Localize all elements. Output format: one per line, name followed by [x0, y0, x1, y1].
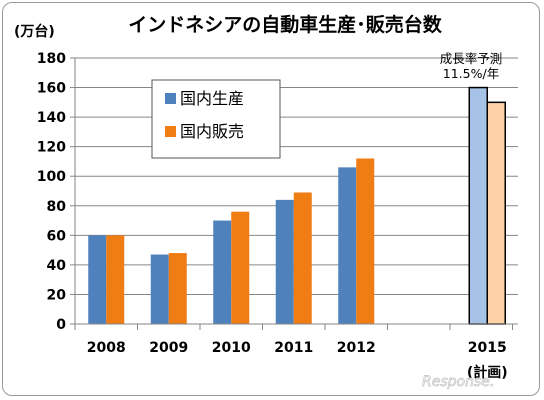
bar-production-2008	[88, 235, 107, 324]
watermark-logo: Response.	[422, 374, 494, 390]
chart-title: インドネシアの自動車生産･販売台数	[128, 13, 443, 36]
legend-label-production: 国内生産	[180, 89, 244, 108]
y-tick-label: 20	[47, 287, 67, 303]
y-axis-ticks: 0 20 40 60 80 100 120 140 160 180	[37, 51, 75, 333]
y-tick-label: 60	[47, 228, 67, 244]
y-tick-label: 0	[56, 317, 66, 333]
y-unit-label: (万台)	[14, 23, 55, 40]
x-axis-ticks: 2008 2009 2010 2011 2012 2015 (計画)	[74, 323, 518, 381]
bar-production-2012	[338, 167, 357, 324]
legend-swatch-production	[165, 93, 176, 104]
bars	[88, 86, 506, 325]
bar-production-2015	[468, 86, 488, 325]
x-tick-label-2011: 2011	[274, 340, 313, 356]
x-tick-label-2009: 2009	[149, 340, 188, 356]
x-tick-label-2010: 2010	[212, 340, 251, 356]
chart-frame	[2, 2, 540, 396]
y-tick-label: 80	[47, 199, 67, 215]
bar-production-2009	[150, 254, 169, 324]
bar-sales-2009	[168, 253, 187, 324]
bar-sales-2008	[106, 235, 125, 324]
y-tick-label: 160	[37, 81, 66, 97]
growth-forecast-title: 成長率予測	[440, 51, 503, 66]
y-tick-label: 140	[37, 110, 66, 126]
bar-sales-2010	[231, 211, 250, 324]
legend: 国内生産 国内販売	[151, 79, 281, 159]
bar-sales-2012	[356, 158, 375, 324]
bar-production-2011	[275, 199, 294, 324]
growth-forecast-rate: 11.5%/年	[443, 66, 499, 81]
y-tick-label: 120	[37, 140, 66, 156]
legend-label-sales: 国内販売	[180, 122, 244, 141]
y-tick-label: 100	[37, 169, 66, 185]
x-tick-sublabel-2015: (計画)	[467, 364, 508, 381]
growth-forecast-note: 成長率予測 11.5%/年	[440, 51, 503, 81]
bar-sales-2015	[486, 101, 506, 325]
x-tick-label-2012: 2012	[337, 340, 376, 356]
legend-swatch-sales	[165, 126, 176, 137]
bar-production-2010	[213, 220, 232, 324]
x-tick-label-2008: 2008	[87, 340, 126, 356]
y-tick-label: 40	[47, 258, 67, 274]
y-tick-label: 180	[37, 51, 66, 67]
x-tick-label-2015: 2015	[468, 340, 507, 356]
bar-sales-2011	[293, 192, 312, 324]
